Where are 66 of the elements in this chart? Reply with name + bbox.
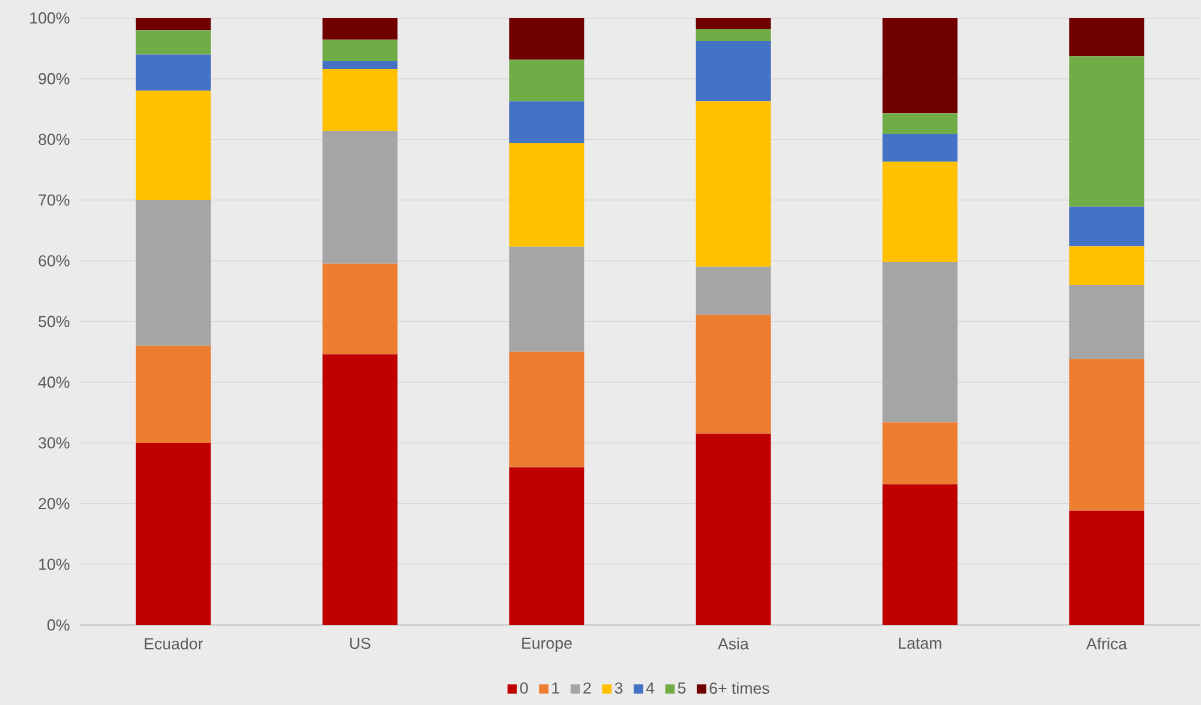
bar [322, 68, 398, 131]
bar [322, 354, 398, 625]
bar [1069, 510, 1145, 625]
bar [882, 161, 958, 262]
bar [509, 101, 585, 144]
bar [882, 422, 958, 485]
bar [509, 17, 585, 60]
legend-label: 5 [677, 682, 686, 694]
bar [1069, 246, 1145, 286]
bar [509, 351, 585, 468]
bar [135, 30, 211, 55]
bar [695, 17, 771, 29]
x-tick-label: Europe [522, 637, 572, 653]
bar [1069, 206, 1145, 247]
legend-label: 2 [583, 682, 591, 694]
bar [135, 54, 211, 91]
bar [135, 345, 211, 443]
y-tick-label: 70% [38, 194, 70, 206]
bar [1069, 359, 1145, 511]
bar [135, 90, 211, 201]
y-tick-label: 10% [39, 558, 70, 570]
y-tick-label: 40% [38, 376, 70, 388]
bar [322, 17, 398, 40]
x-tick-label: US [350, 637, 371, 650]
bar [882, 113, 958, 134]
legend-label: 6+ times [709, 682, 770, 694]
bar [1069, 56, 1145, 207]
bar [135, 200, 211, 346]
y-tick-label: 20% [38, 497, 70, 510]
legend-label: 1 [552, 682, 560, 694]
y-tick-label: 80% [38, 133, 70, 146]
x-tick-label: Africa [1086, 637, 1128, 650]
legend-label: 0 [520, 682, 528, 694]
bar [322, 130, 398, 264]
x-tick-label: Ecuador [144, 637, 203, 650]
bar [695, 314, 771, 434]
bar [135, 442, 211, 625]
y-tick-label: 0% [47, 619, 70, 631]
bar [1069, 285, 1145, 360]
y-tick-label: 60% [38, 255, 70, 267]
bar [695, 28, 771, 42]
bar [135, 17, 211, 31]
bar [509, 143, 585, 247]
y-tick-label: 50% [38, 315, 70, 328]
bar [1069, 17, 1145, 57]
y-tick-label: 90% [38, 73, 70, 85]
bar [322, 61, 398, 69]
y-tick-label: 30% [38, 437, 70, 449]
bar [695, 41, 771, 102]
bar [322, 39, 398, 62]
bar [509, 246, 585, 352]
bar [695, 433, 771, 625]
x-tick-label: Asia [717, 637, 749, 650]
bar [322, 263, 398, 355]
bar [695, 266, 771, 315]
x-tick-label: Latam [899, 637, 942, 649]
bar [695, 101, 771, 267]
bar [509, 467, 585, 625]
bar [882, 17, 958, 114]
legend-label: 4 [646, 682, 655, 694]
bar [882, 484, 958, 625]
y-tick-label: 100% [30, 12, 70, 24]
legend-label: 3 [614, 682, 623, 694]
bar [882, 262, 958, 423]
bar [882, 133, 958, 162]
bar [509, 59, 585, 102]
